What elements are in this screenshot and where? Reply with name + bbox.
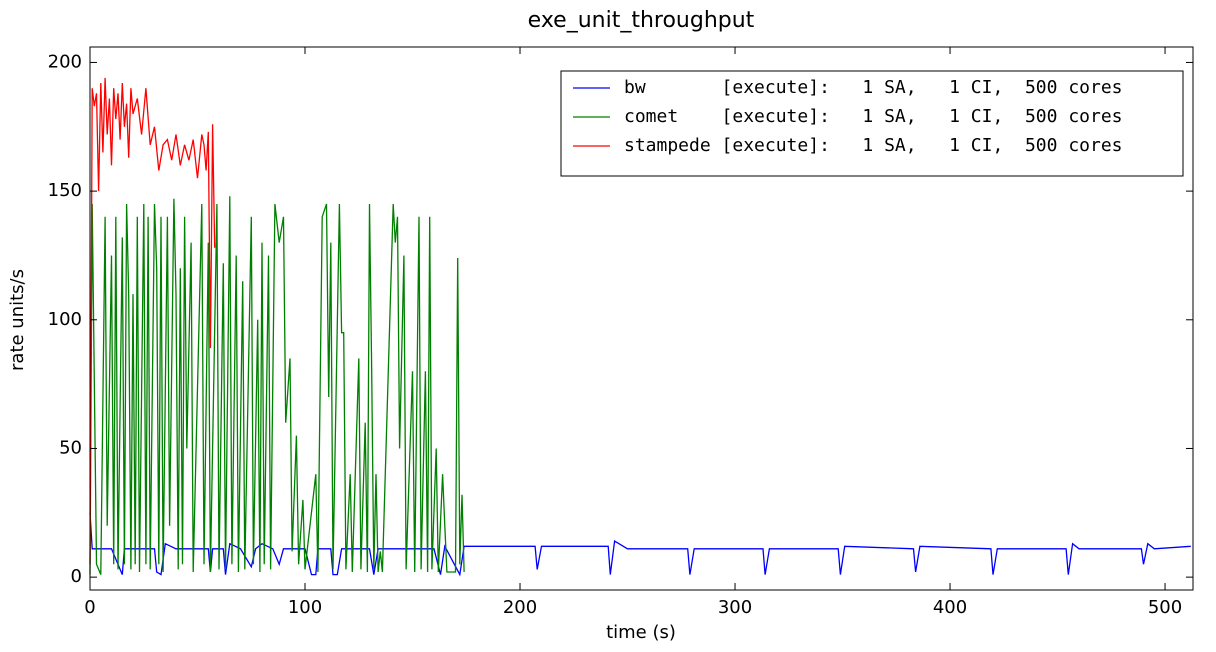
chart-title: exe_unit_throughput bbox=[528, 8, 755, 33]
y-tick-label: 150 bbox=[48, 180, 82, 201]
legend-box bbox=[560, 70, 1184, 177]
x-tick-label: 400 bbox=[933, 597, 967, 618]
x-tick-label: 200 bbox=[503, 597, 537, 618]
y-axis-label: rate units/s bbox=[7, 269, 28, 371]
y-tick-label: 0 bbox=[71, 566, 82, 587]
x-tick-label: 100 bbox=[288, 597, 322, 618]
x-axis-label: time (s) bbox=[606, 622, 676, 643]
legend-label: comet [execute]: 1 SA, 1 CI, 500 cores bbox=[624, 106, 1123, 127]
series-line bbox=[89, 196, 465, 575]
plot-area bbox=[89, 77, 1191, 577]
y-tick-label: 200 bbox=[48, 51, 82, 72]
legend: bw [execute]: 1 SA, 1 CI, 500 cores comet… bbox=[560, 70, 1184, 177]
series-line bbox=[89, 512, 1191, 577]
x-tick-label: 500 bbox=[1148, 597, 1182, 618]
legend-label: stampede [execute]: 1 SA, 1 CI, 500 core… bbox=[624, 135, 1123, 156]
legend-label: bw [execute]: 1 SA, 1 CI, 500 cores bbox=[624, 77, 1123, 98]
x-tick-label: 0 bbox=[84, 597, 95, 618]
plot-frame bbox=[89, 46, 1194, 591]
series-line bbox=[89, 77, 216, 565]
y-tick-label: 100 bbox=[48, 309, 82, 330]
x-tick-label: 300 bbox=[718, 597, 752, 618]
y-tick-label: 50 bbox=[59, 437, 82, 458]
